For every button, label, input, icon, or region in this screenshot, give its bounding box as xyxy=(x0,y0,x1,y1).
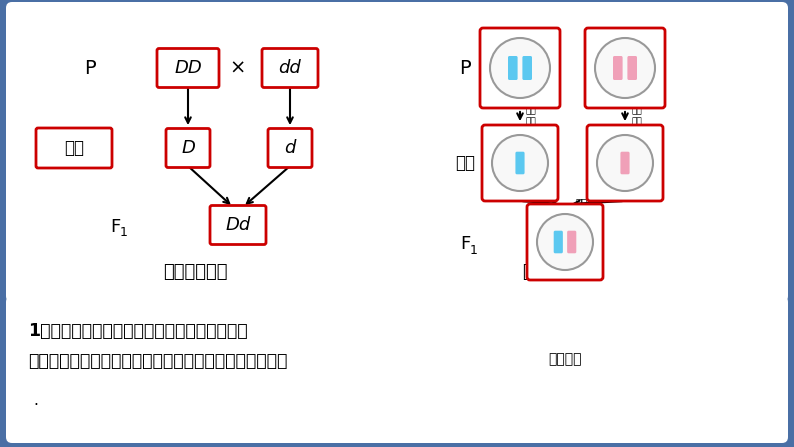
Text: dd: dd xyxy=(279,59,302,77)
Text: ×: × xyxy=(229,59,246,77)
FancyBboxPatch shape xyxy=(157,49,219,88)
Circle shape xyxy=(537,214,593,270)
FancyBboxPatch shape xyxy=(166,128,210,168)
Text: ·: · xyxy=(33,398,38,413)
Text: 染色体遗传图解: 染色体遗传图解 xyxy=(522,263,598,281)
FancyBboxPatch shape xyxy=(627,56,637,80)
FancyBboxPatch shape xyxy=(482,125,558,201)
Text: 配子: 配子 xyxy=(455,154,475,172)
Text: 减数
分裂: 减数 分裂 xyxy=(526,107,537,126)
FancyBboxPatch shape xyxy=(613,56,622,80)
Text: P: P xyxy=(459,59,471,77)
Text: P: P xyxy=(84,59,96,77)
Text: 1: 1 xyxy=(470,244,478,257)
Text: 配子: 配子 xyxy=(64,139,84,157)
FancyBboxPatch shape xyxy=(508,56,518,80)
Text: 1）基因在杂交过程中，保持完整性和独立性，: 1）基因在杂交过程中，保持完整性和独立性， xyxy=(28,322,248,340)
Text: F: F xyxy=(460,235,470,253)
Text: 染色体在配子形成和受精过程中也有相对稳定的形态结构: 染色体在配子形成和受精过程中也有相对稳定的形态结构 xyxy=(28,352,287,370)
Circle shape xyxy=(490,38,550,98)
Text: 基因遗传图解: 基因遗传图解 xyxy=(163,263,227,281)
FancyBboxPatch shape xyxy=(6,2,788,302)
Text: D: D xyxy=(181,139,195,157)
Text: 1: 1 xyxy=(120,225,128,239)
Circle shape xyxy=(492,135,548,191)
Circle shape xyxy=(597,135,653,191)
FancyBboxPatch shape xyxy=(527,204,603,280)
Text: 的一条；: 的一条； xyxy=(548,352,581,366)
Text: 减数
分裂: 减数 分裂 xyxy=(631,107,642,126)
FancyBboxPatch shape xyxy=(515,152,525,174)
Text: DD: DD xyxy=(174,59,202,77)
FancyBboxPatch shape xyxy=(262,49,318,88)
Text: F: F xyxy=(110,218,120,236)
FancyBboxPatch shape xyxy=(567,231,576,253)
FancyBboxPatch shape xyxy=(553,231,563,253)
FancyBboxPatch shape xyxy=(268,128,312,168)
FancyBboxPatch shape xyxy=(36,128,112,168)
Text: Dd: Dd xyxy=(225,216,251,234)
Text: d: d xyxy=(284,139,295,157)
FancyBboxPatch shape xyxy=(620,152,630,174)
FancyBboxPatch shape xyxy=(6,296,788,443)
FancyBboxPatch shape xyxy=(210,206,266,245)
FancyBboxPatch shape xyxy=(585,28,665,108)
FancyBboxPatch shape xyxy=(522,56,532,80)
Circle shape xyxy=(595,38,655,98)
FancyBboxPatch shape xyxy=(587,125,663,201)
FancyBboxPatch shape xyxy=(480,28,560,108)
Text: 受精: 受精 xyxy=(575,198,588,207)
